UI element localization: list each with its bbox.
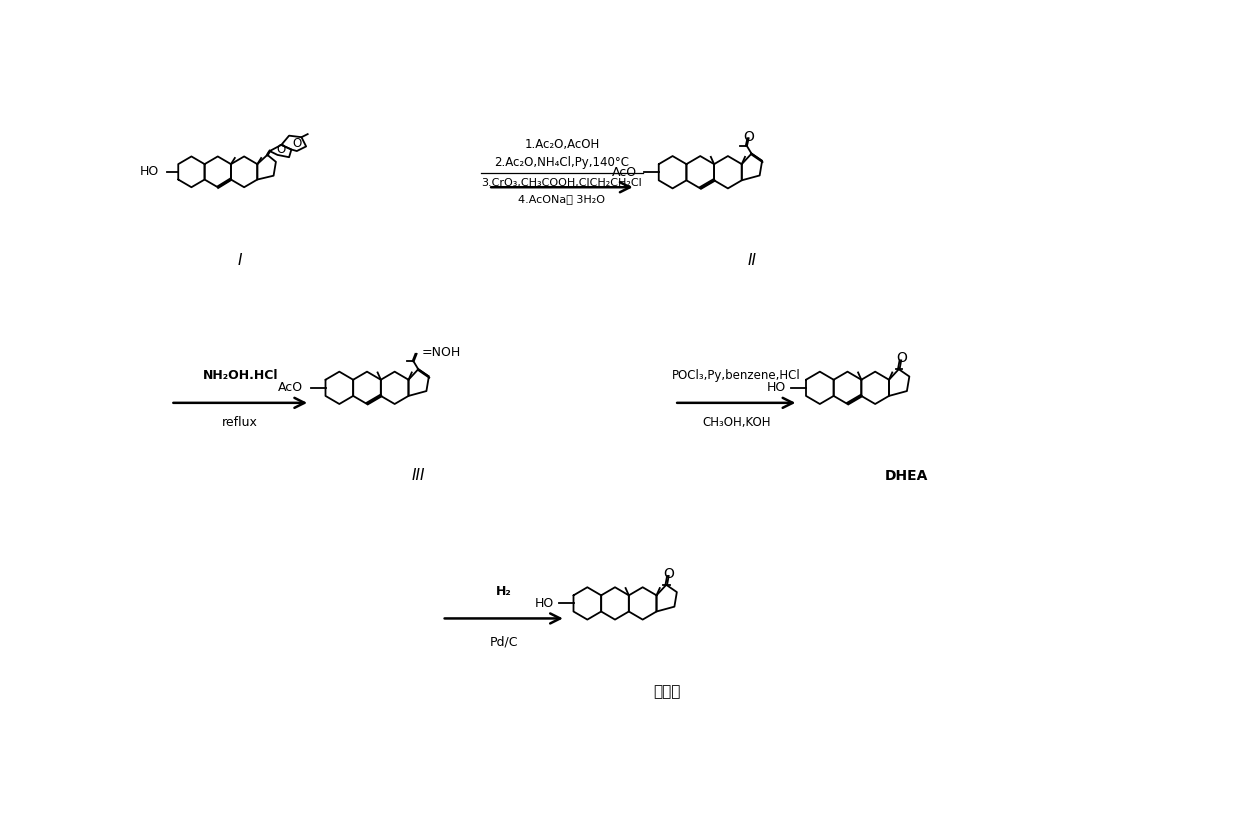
Text: 1.Ac₂O,AcOH: 1.Ac₂O,AcOH <box>525 139 599 152</box>
Text: reflux: reflux <box>222 415 258 428</box>
Text: DHEA: DHEA <box>885 469 929 483</box>
Text: HO: HO <box>140 166 159 179</box>
Text: O: O <box>293 137 301 150</box>
Text: O: O <box>663 566 675 580</box>
Text: 3.CrO₃,CH₃COOH,ClCH₂CH₂Cl: 3.CrO₃,CH₃COOH,ClCH₂CH₂Cl <box>481 179 642 188</box>
Text: POCl₃,Py,benzene,HCl: POCl₃,Py,benzene,HCl <box>672 370 801 383</box>
Text: O: O <box>744 130 754 144</box>
Text: 2.Ac₂O,NH₄Cl,Py,140°C: 2.Ac₂O,NH₄Cl,Py,140°C <box>495 156 630 169</box>
Text: 4.AcONa， 3H₂O: 4.AcONa， 3H₂O <box>518 193 605 204</box>
Text: CH₃OH,KOH: CH₃OH,KOH <box>702 415 770 428</box>
Text: AcO: AcO <box>611 166 637 179</box>
Text: HO: HO <box>768 381 786 394</box>
Text: HO: HO <box>534 597 554 610</box>
Text: I: I <box>238 253 243 268</box>
Text: =NOH: =NOH <box>422 346 461 359</box>
Text: II: II <box>748 253 756 268</box>
Text: O: O <box>277 144 285 157</box>
Text: NH₂OH.HCl: NH₂OH.HCl <box>202 370 278 383</box>
Text: Pd/C: Pd/C <box>490 635 518 648</box>
Text: O: O <box>895 351 906 365</box>
Text: AcO: AcO <box>279 381 304 394</box>
Text: 表雄酮: 表雄酮 <box>652 684 681 699</box>
Text: H₂: H₂ <box>496 585 512 598</box>
Text: III: III <box>412 468 425 484</box>
